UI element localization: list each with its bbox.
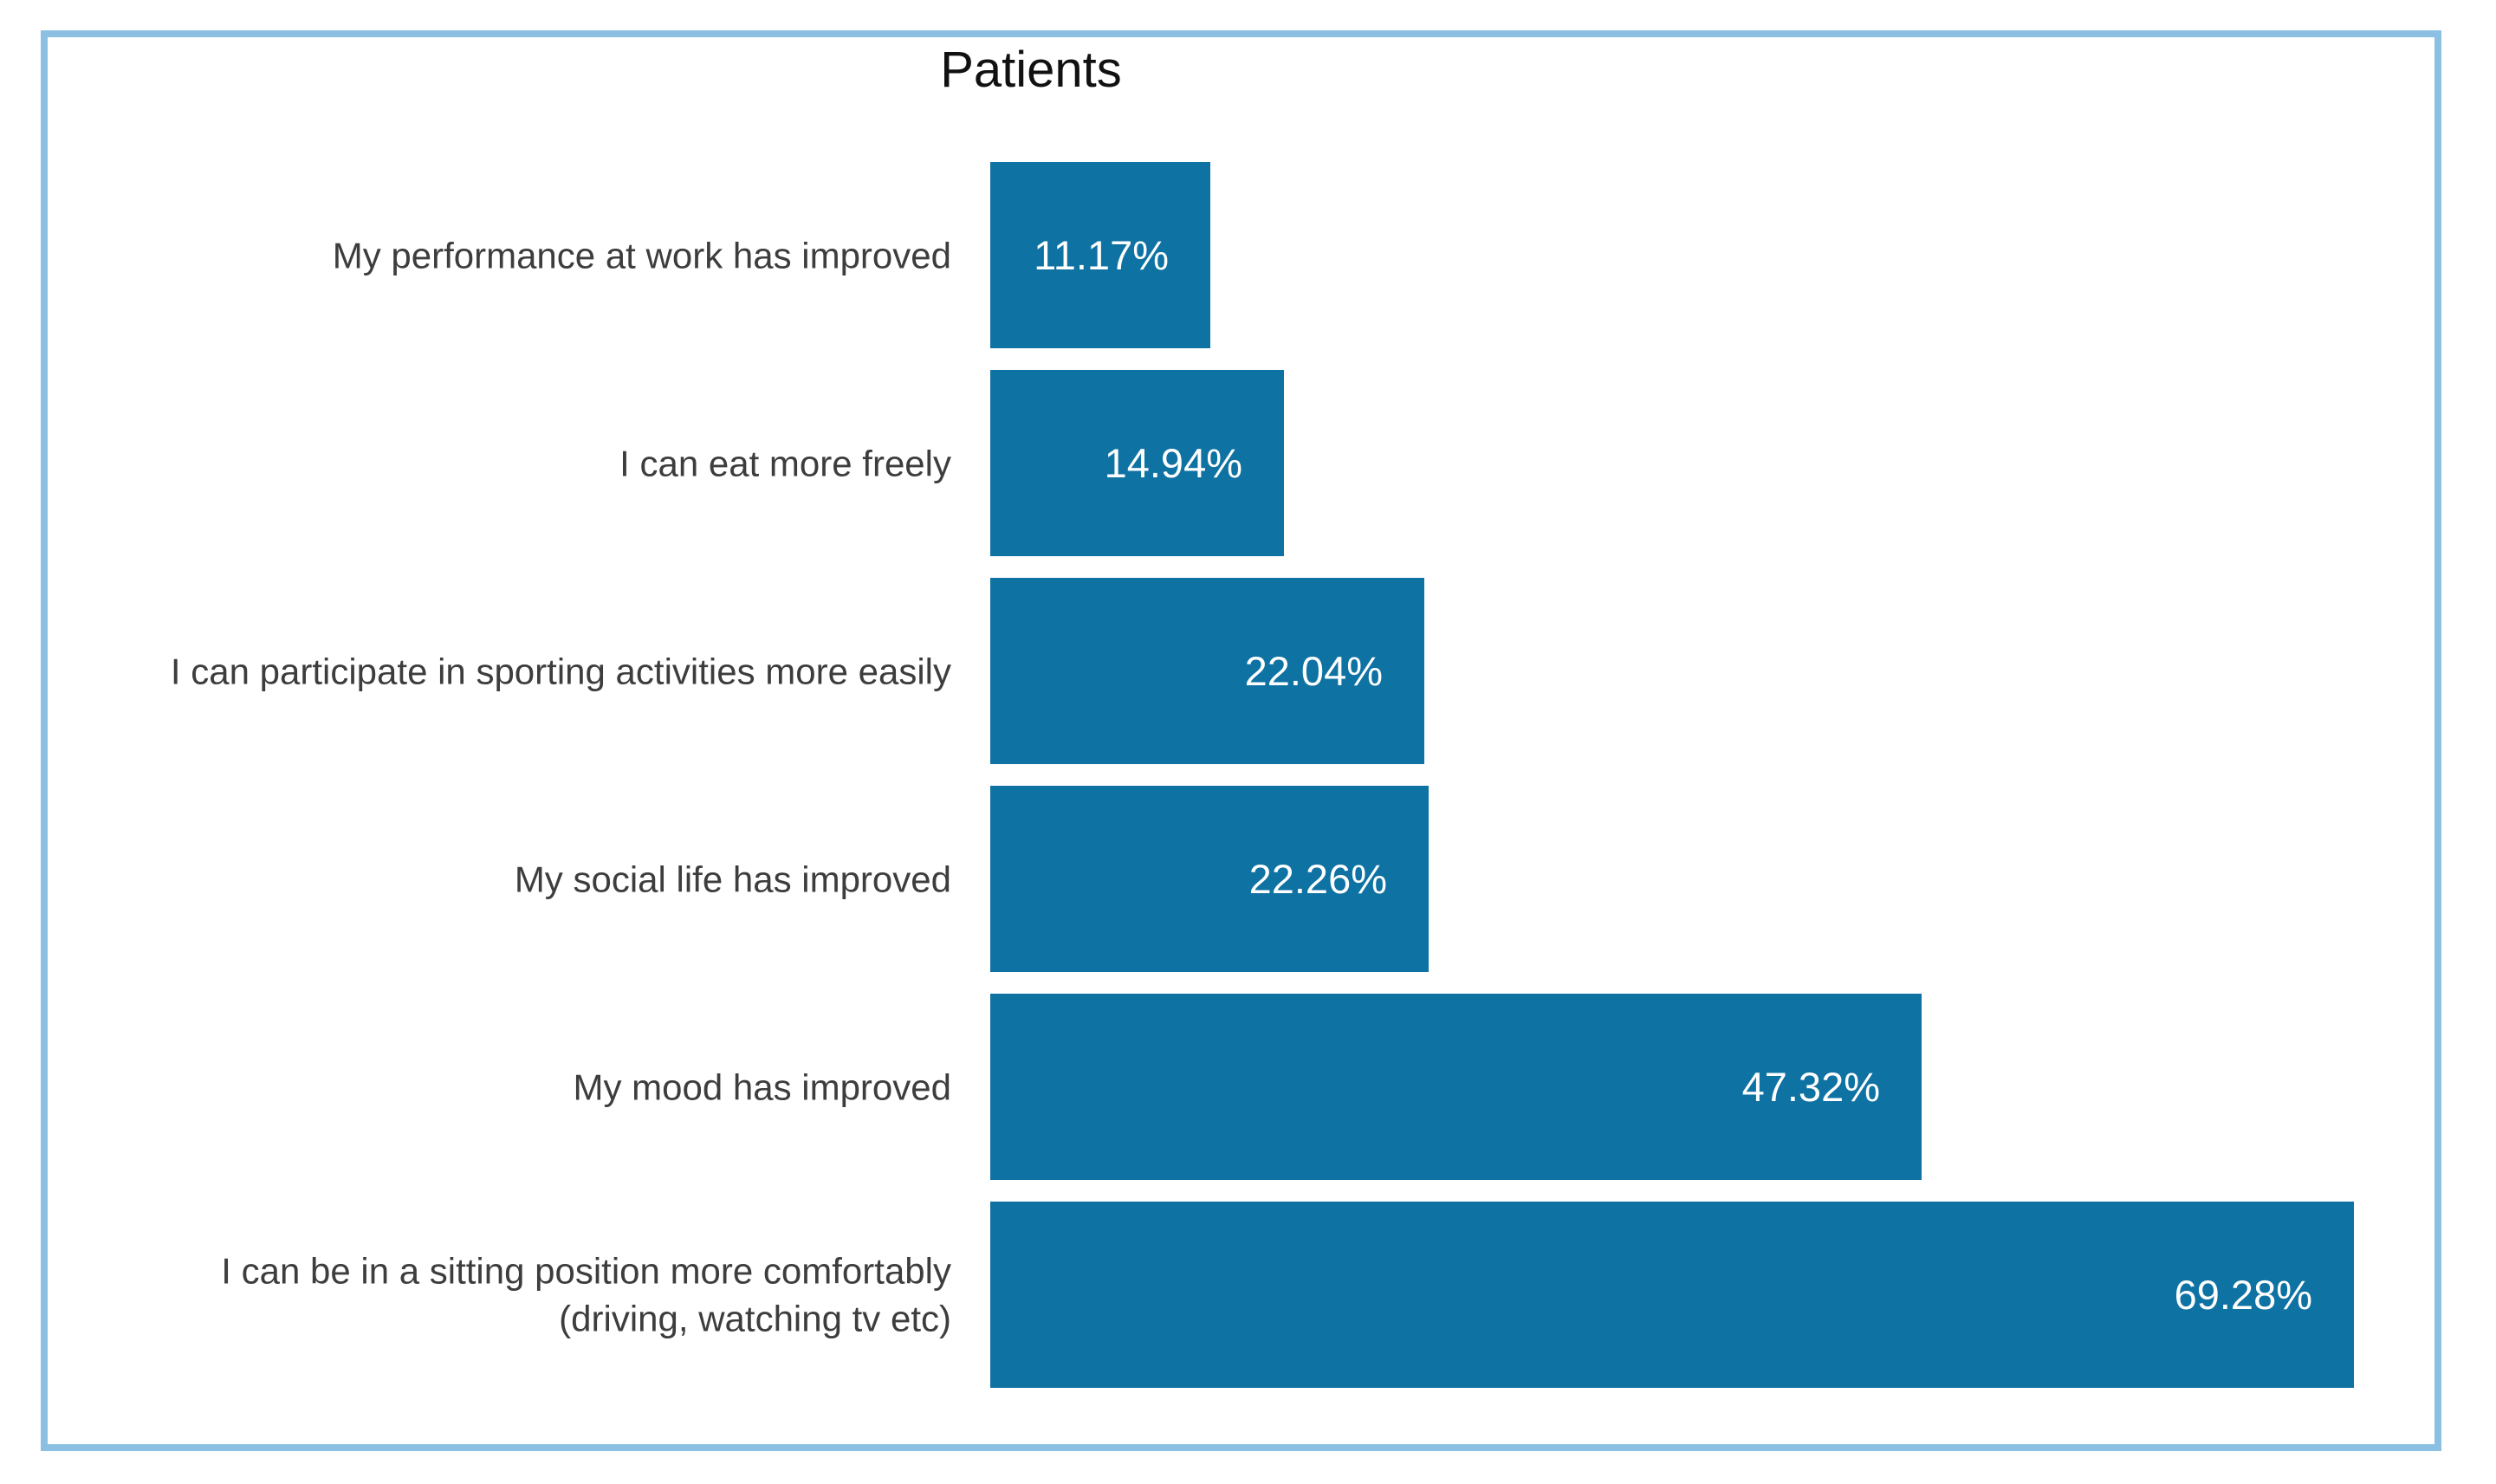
bar-value-label: 22.04% (1244, 648, 1383, 694)
bar: 47.32% (990, 994, 1922, 1180)
chart-row: My mood has improved 47.32% (0, 994, 2496, 1180)
chart-row: My social life has improved 22.26% (0, 786, 2496, 972)
bar-value-label: 11.17% (1034, 232, 1169, 278)
bar-value-label: 69.28% (2174, 1272, 2312, 1318)
category-label: My social life has improved (514, 858, 951, 899)
bar: 14.94% (990, 370, 1284, 556)
category-label: My mood has improved (573, 1066, 951, 1107)
bar: 11.17% (990, 162, 1210, 348)
chart-title: Patients (940, 42, 1122, 98)
chart-row: I can participate in sporting activities… (0, 578, 2496, 764)
category-label: I can be in a sitting position more comf… (221, 1250, 951, 1339)
bar-value-label: 47.32% (1741, 1064, 1880, 1110)
bar-value-label: 22.26% (1248, 856, 1387, 902)
bar: 22.26% (990, 786, 1429, 972)
bar: 22.04% (990, 578, 1424, 764)
chart-row: I can eat more freely 14.94% (0, 370, 2496, 556)
chart-row: I can be in a sitting position more comf… (0, 1202, 2496, 1388)
chart-row: My performance at work has improved 11.1… (0, 162, 2496, 348)
category-label: My performance at work has improved (332, 234, 951, 275)
category-label: I can eat more freely (619, 442, 951, 483)
category-label: I can participate in sporting activities… (170, 650, 951, 691)
bar: 69.28% (990, 1202, 2354, 1388)
bar-value-label: 14.94% (1104, 440, 1242, 486)
